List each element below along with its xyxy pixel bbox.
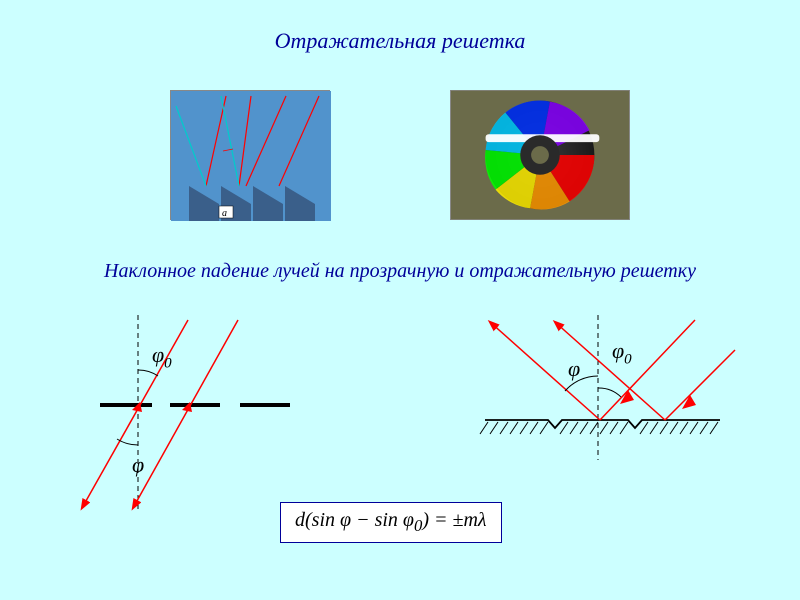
page-title: Отражательная решетка (0, 0, 800, 54)
cd-photo (450, 90, 630, 220)
grating-illustration: a (170, 90, 330, 220)
svg-text:a: a (222, 208, 227, 219)
subtitle: Наклонное падение лучей на прозрачную и … (0, 260, 800, 283)
images-row: a (0, 90, 800, 220)
phi0-label-right: φ0 (612, 338, 632, 368)
formula: d(sin φ − sin φ0) = ±mλ (280, 502, 502, 543)
reflection-diagram: φ0 φ (460, 310, 740, 470)
phi-label-right: φ (568, 356, 580, 382)
phi0-label-left: φ0 (152, 342, 172, 372)
transmission-diagram: φ0 φ (70, 310, 350, 520)
phi-label-left: φ (132, 452, 144, 478)
